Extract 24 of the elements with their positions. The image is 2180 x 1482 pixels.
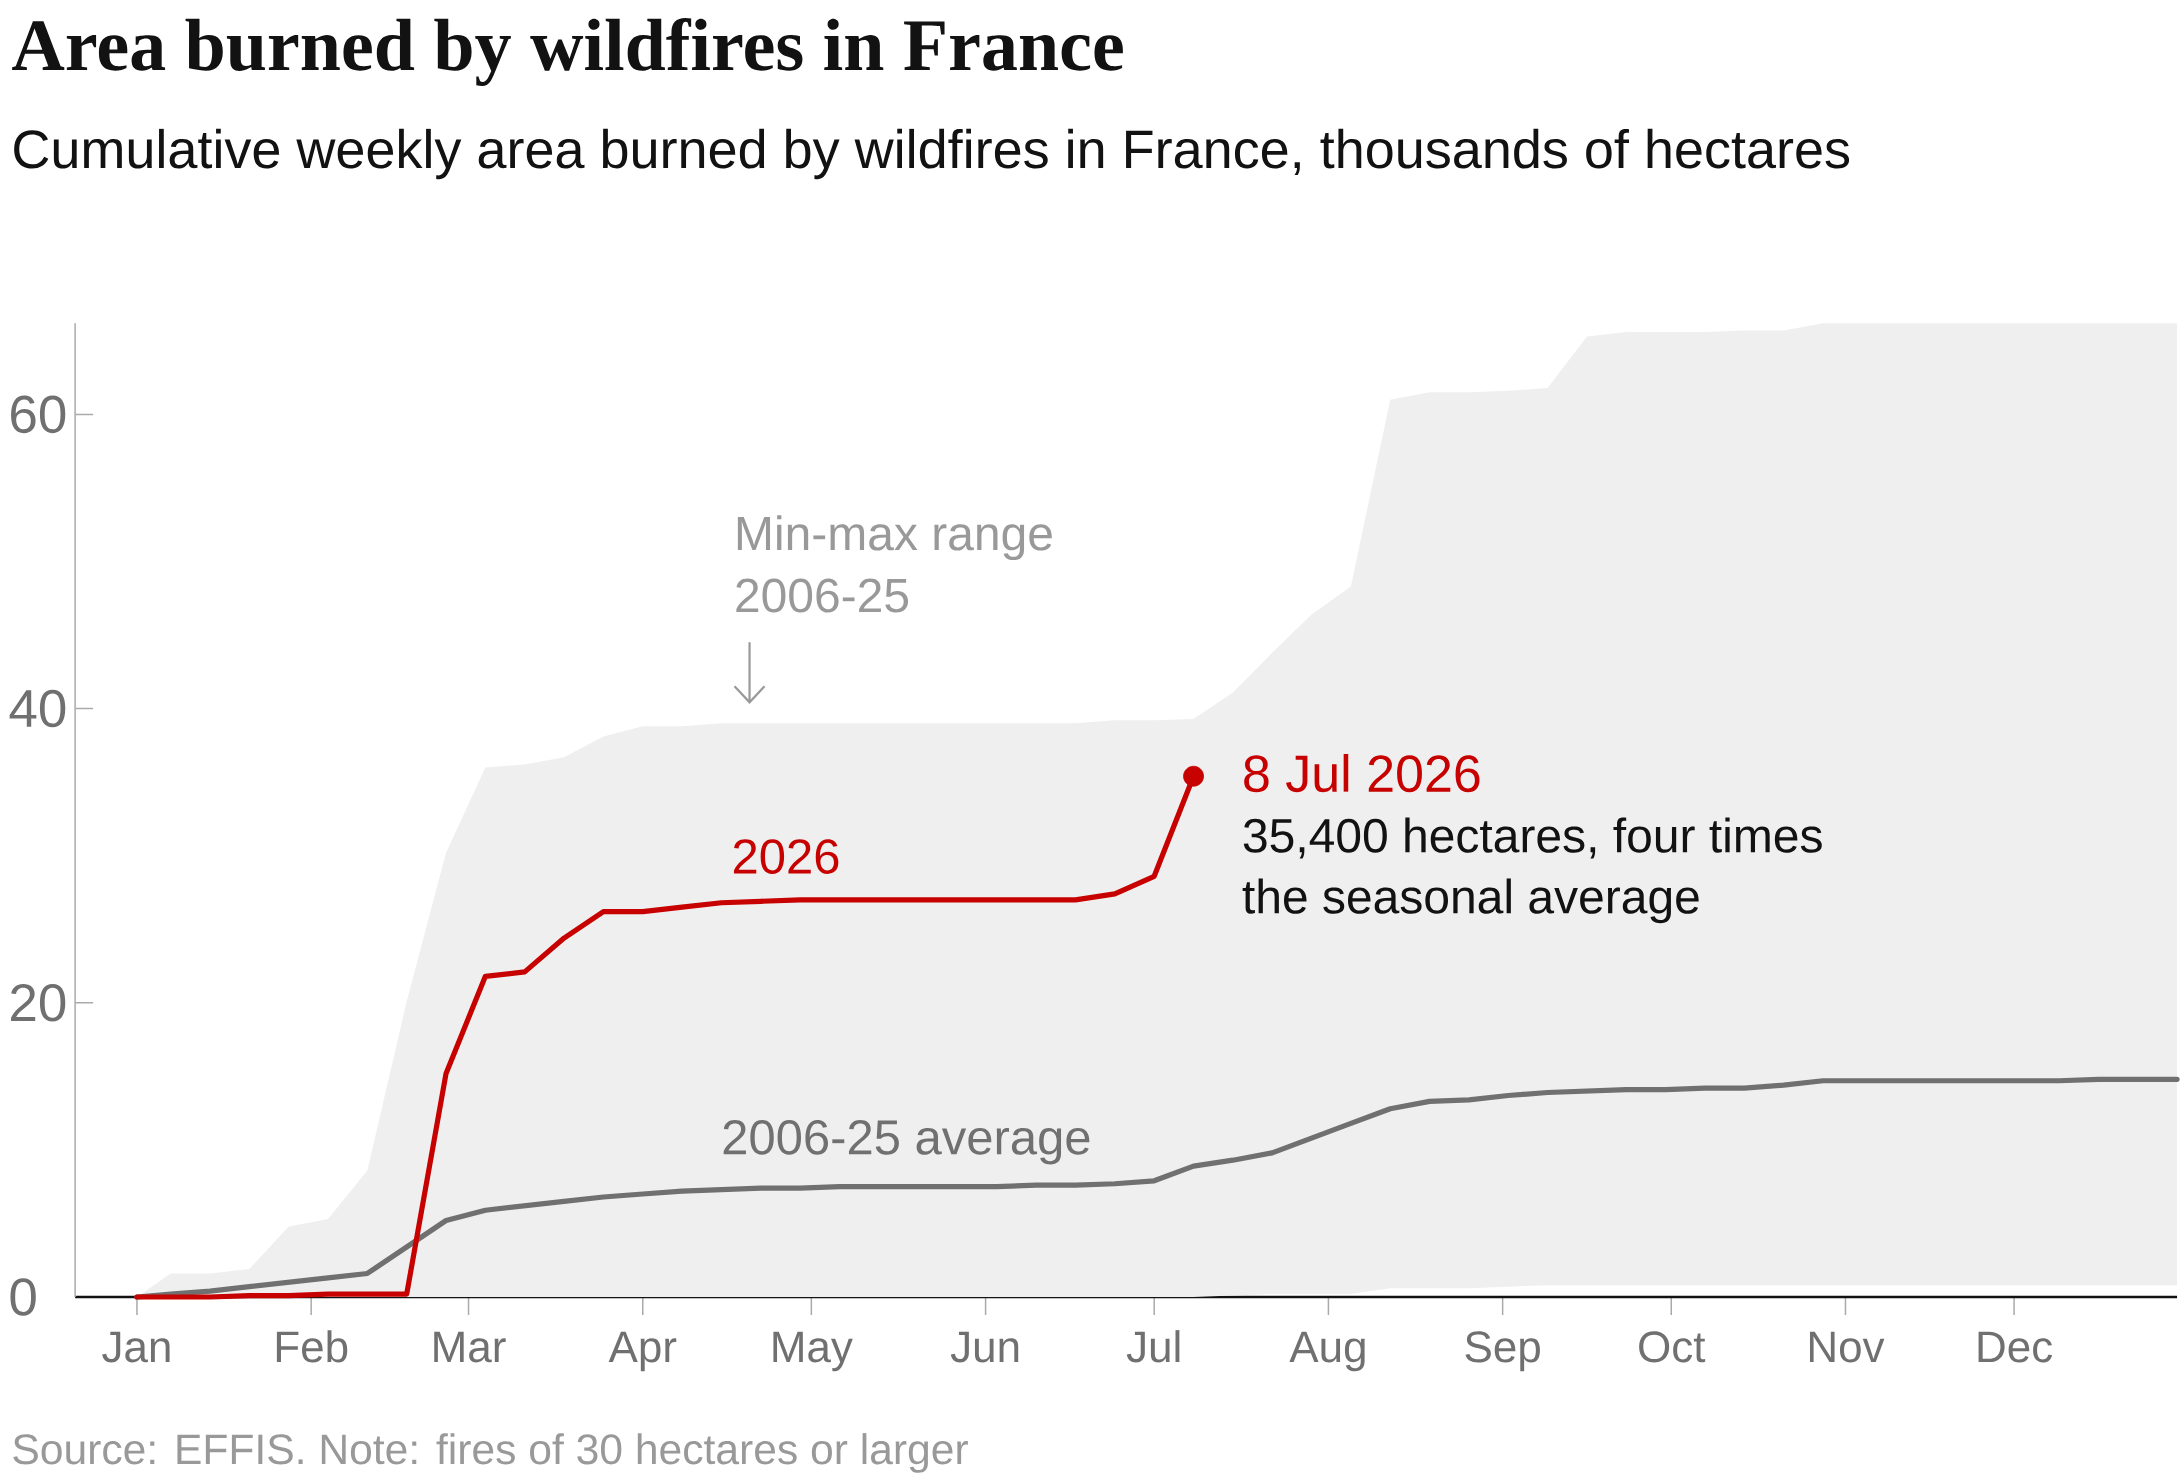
x-tick-label: Sep <box>1465 1331 1540 1372</box>
x-tick-label: Feb <box>276 1330 348 1363</box>
x-tick-label: Aug <box>1289 1331 1365 1372</box>
annotation: 8 Jul 2026 <box>1244 753 1480 793</box>
x-tick-label: Oct <box>1639 1331 1706 1363</box>
y-tick-label: 40 <box>9 689 66 728</box>
chart-subtitle: Cumulative weekly area burned by wildfires in France, thousands of hectares <box>14 128 1850 180</box>
x-tick-label: Jan <box>102 1331 170 1363</box>
x-tick-label: Mar <box>434 1331 506 1363</box>
x-tick-label: Jun <box>950 1331 1019 1363</box>
y-tick-label: 20 <box>11 984 66 1022</box>
y-tick-label: 60 <box>11 395 66 434</box>
series-label: 2026 <box>733 839 839 874</box>
series-label: 2006-25 average <box>723 1120 1090 1165</box>
chart-title: Area burned by wildfires in France <box>12 17 1123 86</box>
y-tick-label: 0 <box>10 1278 36 1316</box>
annotation: Min-max range 2006-25 <box>736 515 1052 613</box>
x-tick-label: May <box>773 1331 853 1372</box>
x-tick-label: Dec <box>1978 1331 2053 1363</box>
source-note: Source: EFFIS. Note: fires of 30 hectares or larger <box>13 1433 968 1473</box>
x-tick-label: Jul <box>1126 1330 1180 1363</box>
annotation: 35,400 hectares, four times the seasonal average <box>1242 817 1822 924</box>
x-tick-label: Apr <box>608 1331 677 1372</box>
x-tick-label: Nov <box>1809 1331 1885 1363</box>
